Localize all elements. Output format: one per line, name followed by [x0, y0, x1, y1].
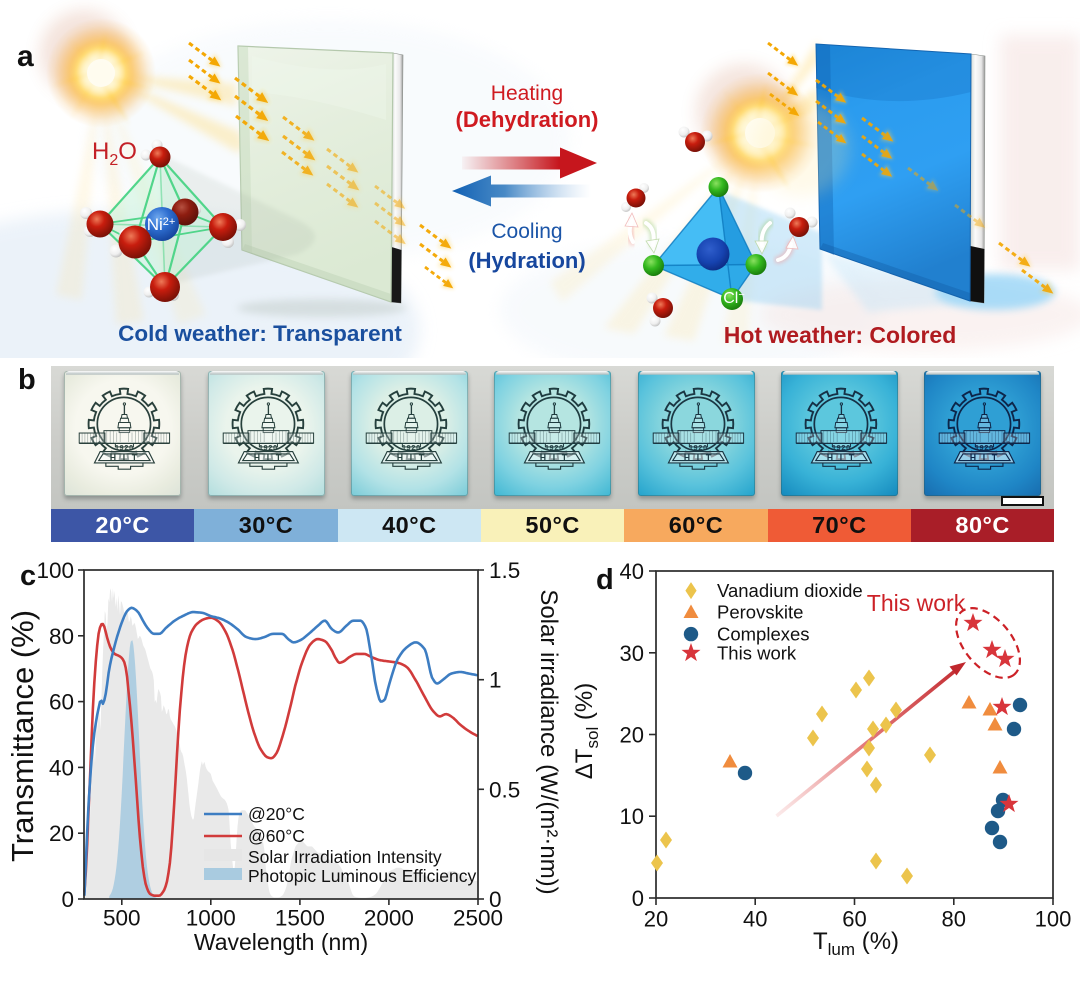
- svg-text:60: 60: [842, 907, 866, 932]
- svg-text:Vanadium dioxide: Vanadium dioxide: [717, 580, 863, 601]
- svg-text:60: 60: [49, 690, 74, 715]
- svg-text:@20°C: @20°C: [248, 804, 305, 824]
- svg-text:This work: This work: [717, 643, 797, 664]
- svg-text:80: 80: [49, 624, 74, 649]
- svg-text:Hot weather: Colored: Hot weather: Colored: [724, 322, 957, 348]
- svg-text:40: 40: [620, 559, 644, 584]
- svg-text:1: 1: [489, 668, 502, 693]
- svg-text:Transmittance (%): Transmittance (%): [5, 610, 40, 862]
- svg-text:Heating: Heating: [491, 82, 563, 105]
- svg-text:0: 0: [61, 887, 74, 912]
- svg-text:1000: 1000: [186, 906, 236, 931]
- svg-text:2000: 2000: [364, 906, 414, 931]
- svg-text:ΔTsol (%): ΔTsol (%): [571, 683, 602, 779]
- svg-text:a: a: [17, 40, 34, 73]
- svg-text:Complexes: Complexes: [717, 624, 810, 645]
- svg-text:1500: 1500: [275, 906, 325, 931]
- svg-text:H2O: H2O: [92, 138, 137, 169]
- svg-text:c: c: [20, 560, 36, 592]
- svg-text:0: 0: [489, 887, 502, 912]
- svg-text:40: 40: [49, 755, 74, 780]
- svg-text:500: 500: [103, 906, 141, 931]
- svg-text:(Hydration): (Hydration): [468, 248, 585, 273]
- svg-text:40: 40: [743, 907, 767, 932]
- svg-text:10: 10: [620, 804, 644, 829]
- svg-text:20: 20: [620, 723, 644, 748]
- svg-text:(Dehydration): (Dehydration): [456, 107, 599, 132]
- svg-text:100: 100: [36, 558, 74, 583]
- svg-text:20: 20: [49, 821, 74, 846]
- svg-text:1.5: 1.5: [489, 558, 520, 583]
- svg-text:80: 80: [942, 907, 966, 932]
- svg-text:Solar Irradiation Intensity: Solar Irradiation Intensity: [248, 847, 442, 867]
- svg-text:100: 100: [1035, 907, 1072, 932]
- svg-text:2500: 2500: [453, 906, 503, 931]
- svg-text:20: 20: [644, 907, 668, 932]
- svg-text:30: 30: [620, 641, 644, 666]
- svg-text:0.5: 0.5: [489, 777, 520, 802]
- svg-text:Cold weather: Transparent: Cold weather: Transparent: [118, 321, 402, 346]
- svg-text:Photopic Luminous Efficiency: Photopic Luminous Efficiency: [248, 866, 477, 886]
- svg-text:Cooling: Cooling: [491, 220, 562, 243]
- svg-text:d: d: [596, 564, 614, 596]
- svg-text:Tlum (%): Tlum (%): [813, 928, 899, 959]
- svg-text:Wavelength (nm): Wavelength (nm): [194, 929, 368, 955]
- svg-text:0: 0: [632, 886, 644, 911]
- svg-text:Perovskite: Perovskite: [717, 602, 803, 623]
- svg-text:This work: This work: [867, 590, 966, 616]
- svg-text:Solar irradiance (W/(m²·nm)): Solar irradiance (W/(m²·nm)): [535, 589, 560, 894]
- svg-text:@60°C: @60°C: [248, 826, 305, 846]
